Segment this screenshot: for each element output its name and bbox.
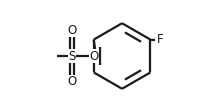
Text: S: S: [68, 50, 76, 62]
Text: O: O: [67, 75, 76, 88]
Text: O: O: [67, 24, 76, 37]
Text: F: F: [156, 33, 163, 46]
Text: O: O: [89, 50, 98, 62]
